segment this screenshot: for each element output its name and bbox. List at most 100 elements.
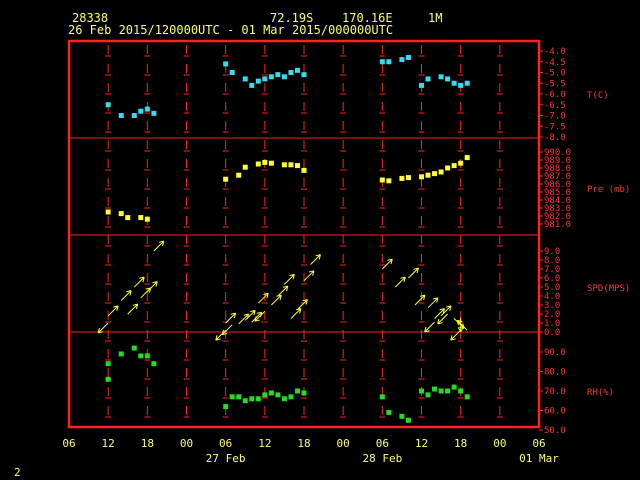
temp-point <box>262 76 268 82</box>
y-tick-label: 50.0 <box>544 426 566 436</box>
temp-point <box>151 110 157 116</box>
y-tick-label: -5.5 <box>544 79 566 89</box>
station-id: 28338 <box>72 11 108 25</box>
temp-point <box>425 76 431 82</box>
wind-arrow <box>277 285 289 297</box>
pres-point <box>125 215 131 221</box>
x-tick-label: 00 <box>180 437 193 450</box>
pres-point <box>236 172 242 178</box>
pres-point <box>464 155 470 161</box>
y-tick-label: -6.5 <box>544 101 566 111</box>
rh-point <box>294 388 300 394</box>
temp-panel-label: T(C) <box>587 91 609 101</box>
day-label: 28 Feb <box>362 452 402 465</box>
wind-arrow <box>133 276 145 288</box>
temp-point <box>242 76 248 82</box>
pres-point <box>451 163 457 169</box>
rh-point <box>262 392 268 398</box>
rh-point <box>151 361 157 367</box>
rh-point <box>118 351 124 357</box>
y-tick-label: 987.0 <box>544 172 571 182</box>
rh-point <box>399 413 405 419</box>
wind-arrow <box>303 270 315 282</box>
wind-arrow <box>434 308 445 319</box>
pres-point <box>281 162 287 168</box>
wind-arrow <box>395 276 406 288</box>
station-lon: 170.16E <box>342 11 393 25</box>
wind-arrow <box>146 281 158 292</box>
rh-point <box>275 392 281 398</box>
temp-point <box>255 78 261 84</box>
y-tick-label: -6.0 <box>544 90 566 100</box>
rh-point <box>432 386 438 392</box>
y-tick-label: 9.0 <box>544 247 560 257</box>
rh-point <box>438 388 444 394</box>
y-tick-label: 989.0 <box>544 156 571 166</box>
wind-arrow <box>271 294 282 306</box>
x-tick-label: 06 <box>532 437 545 450</box>
wind-arrow <box>310 254 321 265</box>
x-tick-label: 18 <box>454 437 467 450</box>
station-elev: 1M <box>428 11 442 25</box>
rh-point <box>242 398 248 404</box>
pres-point <box>445 165 451 171</box>
pres-point <box>223 176 229 182</box>
x-tick-label: 06 <box>376 437 389 450</box>
y-tick-label: 60.0 <box>544 407 566 417</box>
rh-point <box>236 394 242 400</box>
y-tick-label: 70.0 <box>544 387 566 397</box>
temp-point <box>288 70 294 75</box>
temp-point <box>131 113 137 118</box>
temp-point <box>294 67 300 73</box>
station-lat: 72.19S <box>270 11 313 25</box>
y-tick-label: 983.0 <box>544 204 571 214</box>
pres-point <box>144 216 150 222</box>
day-label: 27 Feb <box>206 452 246 465</box>
rh-point <box>105 361 111 367</box>
pres-point <box>438 169 444 175</box>
pres-point <box>255 161 261 167</box>
pres-point <box>419 174 424 180</box>
rh-point <box>301 390 307 396</box>
pres-point <box>118 211 124 217</box>
wind-arrow <box>450 329 462 341</box>
pres-point <box>268 160 274 166</box>
rh-point <box>268 390 274 396</box>
y-tick-label: 5.0 <box>544 283 560 293</box>
pres-panel-label: Pre (mb) <box>587 185 630 195</box>
temp-point <box>379 59 385 65</box>
pres-point <box>105 209 111 215</box>
wind-arrow <box>381 258 393 270</box>
y-tick-label: -7.5 <box>544 122 566 132</box>
rh-point <box>255 396 261 402</box>
wind-arrow <box>225 312 237 324</box>
wind-arrow <box>290 308 302 319</box>
day-label: 01 Mar <box>519 452 559 465</box>
time-range: 26 Feb 2015/120000UTC - 01 Mar 2015/0000… <box>68 23 393 37</box>
pres-point <box>405 175 411 181</box>
wind-arrow <box>284 273 295 285</box>
y-tick-label: 984.0 <box>544 196 571 206</box>
y-tick-label: 80.0 <box>544 368 566 378</box>
rh-point <box>419 388 424 394</box>
y-tick-label: 6.0 <box>544 274 560 284</box>
wind-arrow <box>97 322 109 334</box>
temp-point <box>458 82 464 88</box>
y-tick-label: 986.0 <box>544 180 571 190</box>
y-tick-label: 3.0 <box>544 301 560 311</box>
pres-point <box>288 162 294 168</box>
temp-point <box>405 54 411 60</box>
x-tick-label: 18 <box>141 437 154 450</box>
x-tick-label: 12 <box>415 437 428 450</box>
temp-point <box>451 80 457 86</box>
wind-arrow <box>153 240 165 252</box>
pres-point <box>379 177 385 183</box>
wind-arrow <box>215 329 227 341</box>
y-tick-label: 8.0 <box>544 256 560 266</box>
pres-point <box>242 164 248 170</box>
temp-point <box>268 74 274 80</box>
y-tick-label: 2.0 <box>544 310 560 320</box>
rh-point <box>131 345 137 351</box>
panels-layer: 06 12 18 00 06 12 18 00 06 12 18 00 06 27 Feb 28 Feb 01… <box>62 39 630 465</box>
temp-point <box>223 61 229 67</box>
